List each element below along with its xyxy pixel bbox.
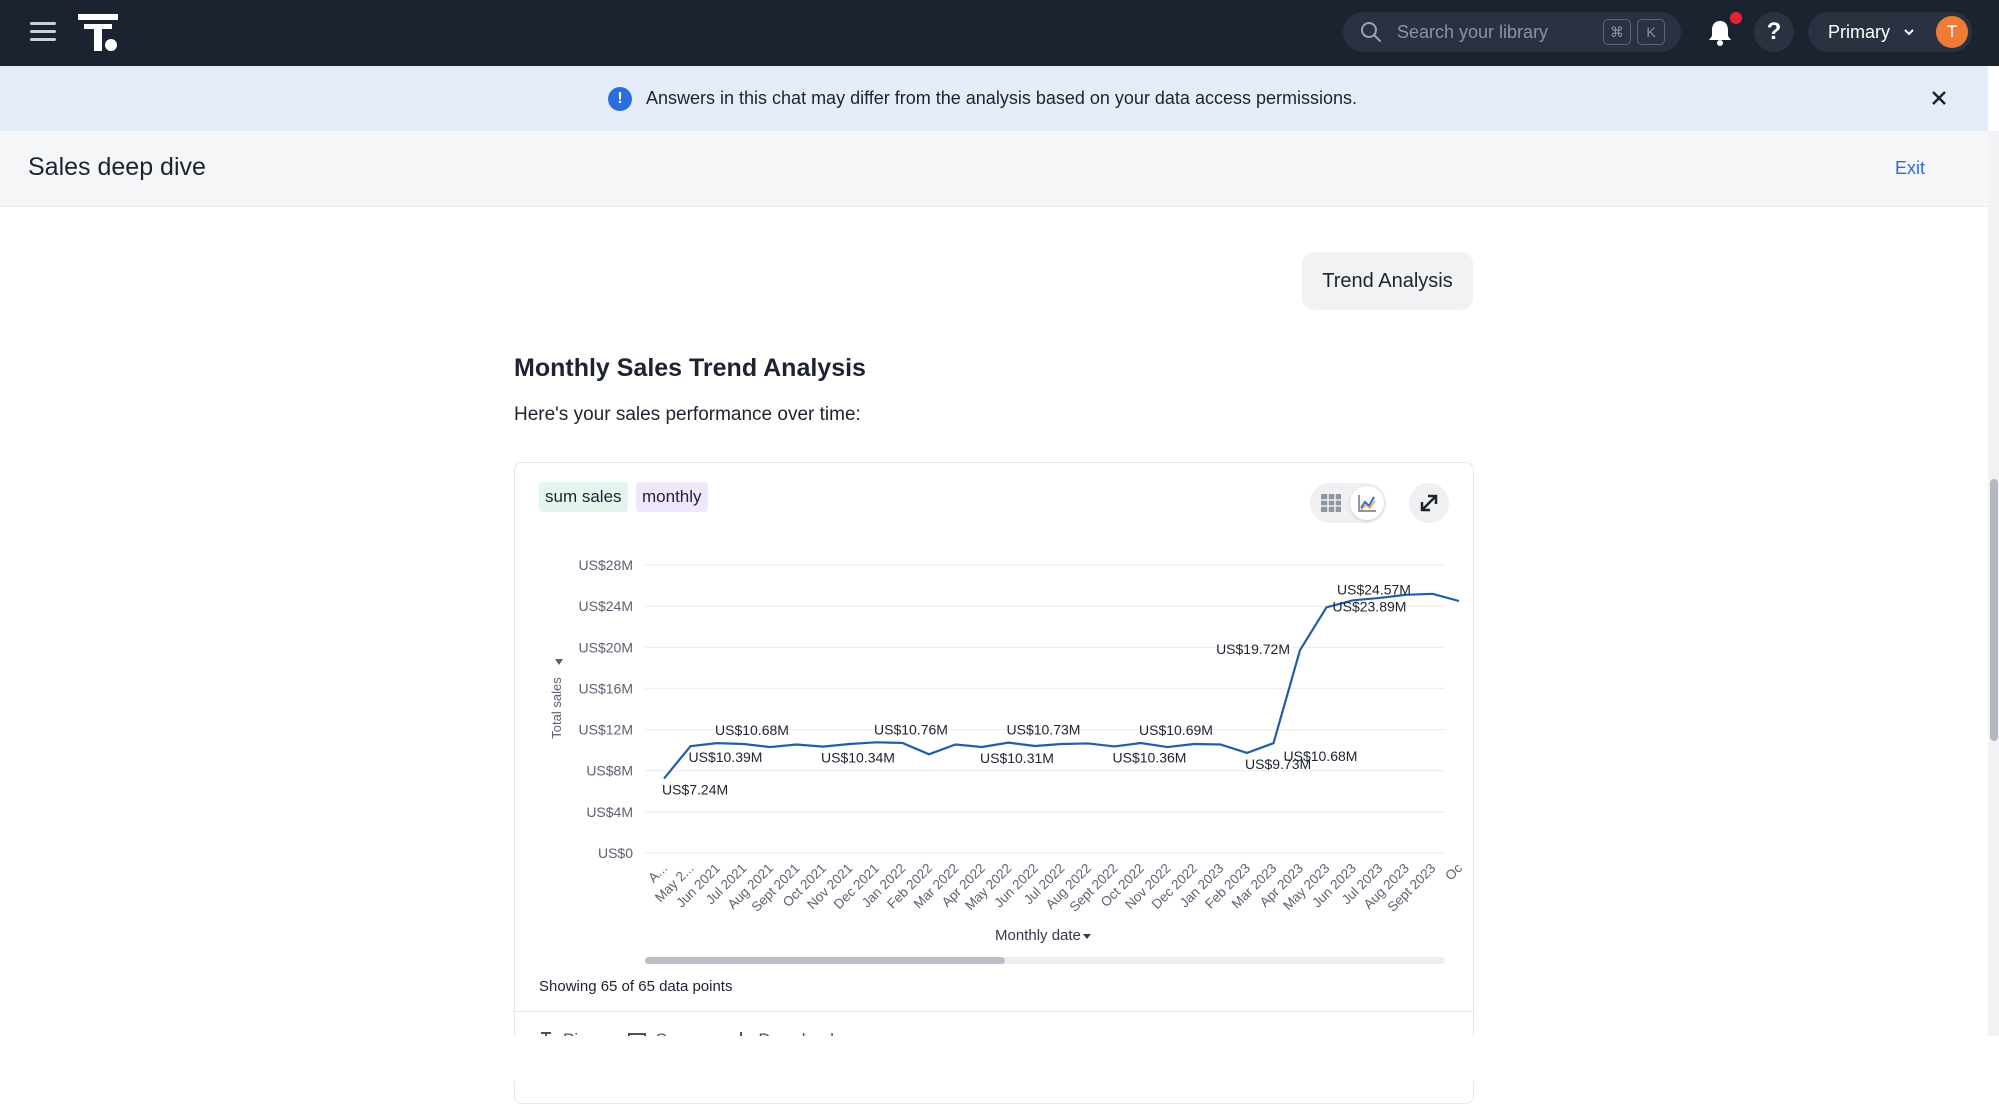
data-point[interactable] bbox=[1453, 595, 1465, 607]
user-message-bubble: Trend Analysis bbox=[1302, 252, 1473, 310]
data-label: US$7.24M bbox=[662, 782, 728, 798]
y-tick-label: US$20M bbox=[579, 639, 633, 655]
banner-message: Answers in this chat may differ from the… bbox=[646, 88, 1357, 108]
x-axis-title-text: Monthly date bbox=[995, 927, 1081, 944]
data-point[interactable] bbox=[923, 748, 935, 760]
data-label: US$23.89M bbox=[1333, 598, 1407, 614]
data-point[interactable] bbox=[711, 737, 723, 749]
page-header: Sales deep dive Exit bbox=[0, 131, 1988, 207]
data-point[interactable] bbox=[1294, 644, 1306, 656]
caret-down-icon bbox=[1082, 933, 1091, 939]
card-divider bbox=[515, 1011, 1473, 1012]
view-toggle bbox=[1310, 483, 1386, 523]
data-point[interactable] bbox=[897, 737, 909, 749]
y-tick-label: US$12M bbox=[579, 722, 633, 738]
y-tick-label: US$0 bbox=[598, 845, 633, 861]
y-axis-title-text: Total sales bbox=[549, 677, 564, 739]
data-label: US$9.73M bbox=[1245, 756, 1311, 772]
y-axis-ticks: US$0 US$4M US$8M US$12M US$16M US$20M US$24M US… bbox=[579, 557, 634, 861]
avatar[interactable]: T bbox=[1936, 16, 1968, 48]
chip-granularity[interactable]: monthly bbox=[636, 482, 708, 512]
response-intro: Here's your sales performance over time: bbox=[514, 404, 861, 425]
data-label-group: US$7.24M US$10.39M US$10.68M US$10.34M US$10… bbox=[662, 581, 1411, 797]
table-view-icon[interactable] bbox=[1320, 493, 1342, 513]
menu-icon[interactable] bbox=[30, 22, 56, 42]
data-point[interactable] bbox=[764, 741, 776, 753]
expand-icon[interactable] bbox=[1409, 483, 1449, 523]
page-scrollbar[interactable] bbox=[1988, 131, 1999, 1036]
data-point[interactable] bbox=[1215, 738, 1227, 750]
data-point[interactable] bbox=[1321, 601, 1333, 613]
y-tick-label: US$16M bbox=[579, 680, 633, 696]
y-tick-label: US$8M bbox=[586, 763, 633, 779]
search-placeholder: Search your library bbox=[1397, 21, 1549, 42]
data-point[interactable] bbox=[791, 738, 803, 750]
scrollbar-thumb[interactable] bbox=[1990, 479, 1998, 741]
org-label: Primary bbox=[1828, 21, 1890, 42]
data-label: US$19.72M bbox=[1216, 641, 1290, 657]
shortcut-key-cmd: ⌘ bbox=[1603, 19, 1631, 45]
data-label: US$10.68M bbox=[715, 722, 789, 738]
chip-measure[interactable]: sum sales bbox=[539, 482, 628, 512]
data-point[interactable] bbox=[1188, 738, 1200, 750]
chart-scroll-thumb[interactable] bbox=[645, 957, 1005, 964]
data-point[interactable] bbox=[1268, 737, 1280, 749]
search-icon bbox=[1361, 22, 1381, 42]
chart-horizontal-scrollbar[interactable] bbox=[645, 957, 1445, 964]
data-label: US$10.36M bbox=[1113, 749, 1187, 765]
response-title: Monthly Sales Trend Analysis bbox=[514, 354, 866, 382]
chevron-down-icon bbox=[1904, 29, 1914, 36]
data-points-count: Showing 65 of 65 data points bbox=[539, 978, 733, 995]
data-point[interactable] bbox=[1003, 737, 1015, 749]
data-point[interactable] bbox=[870, 736, 882, 748]
data-label: US$10.39M bbox=[689, 749, 763, 765]
chart-view-icon[interactable] bbox=[1350, 486, 1384, 520]
data-point[interactable] bbox=[950, 738, 962, 750]
close-icon[interactable] bbox=[1926, 85, 1952, 111]
data-label: US$24.57M bbox=[1337, 581, 1411, 597]
data-label: US$10.73M bbox=[1007, 722, 1081, 738]
data-point[interactable] bbox=[1082, 737, 1094, 749]
info-icon: ! bbox=[608, 87, 632, 111]
page-title: Sales deep dive bbox=[28, 153, 206, 181]
info-banner: ! Answers in this chat may differ from t… bbox=[0, 66, 1988, 131]
x-axis-title[interactable]: Monthly date bbox=[995, 927, 1093, 944]
notification-badge bbox=[1730, 12, 1742, 24]
search-input[interactable]: Search your library ⌘ K bbox=[1343, 12, 1681, 52]
series-group bbox=[663, 588, 1465, 780]
sales-line-chart: Total sales US$0US$4MUS$8MUS$12MUS$16MUS… bbox=[549, 557, 1465, 915]
y-tick-label: US$4M bbox=[586, 804, 633, 820]
notifications-bell-icon[interactable] bbox=[1703, 15, 1737, 49]
chart-grid bbox=[645, 564, 1445, 854]
data-point[interactable] bbox=[844, 738, 856, 750]
data-label: US$10.34M bbox=[821, 750, 895, 766]
y-axis-title[interactable]: Total sales bbox=[549, 659, 564, 739]
data-label: US$10.76M bbox=[874, 721, 948, 737]
y-tick-label: US$24M bbox=[579, 598, 633, 614]
help-button[interactable]: ? bbox=[1754, 12, 1794, 52]
top-navigation-bar: Search your library ⌘ K ? Primary T bbox=[0, 0, 1999, 66]
org-switcher[interactable]: Primary T bbox=[1808, 12, 1972, 52]
data-point[interactable] bbox=[1056, 738, 1068, 750]
app-logo[interactable] bbox=[78, 14, 120, 52]
exit-button[interactable]: Exit bbox=[1895, 158, 1926, 178]
series-line-total-sales bbox=[663, 592, 1460, 780]
y-tick-label: US$28M bbox=[579, 557, 633, 573]
data-point[interactable] bbox=[1135, 737, 1147, 749]
data-label: US$10.31M bbox=[980, 750, 1054, 766]
viewport-edge bbox=[0, 1036, 1999, 1081]
data-point[interactable] bbox=[1427, 588, 1439, 600]
x-tick-label: Oc bbox=[1442, 860, 1465, 883]
chart-card: sum sales monthly Total sales US$0 US$4M U… bbox=[514, 462, 1474, 1104]
caret-down-icon bbox=[555, 659, 563, 665]
data-label: US$10.69M bbox=[1139, 722, 1213, 738]
data-label: US$10.68M bbox=[1284, 748, 1358, 764]
shortcut-key-k: K bbox=[1637, 19, 1665, 45]
